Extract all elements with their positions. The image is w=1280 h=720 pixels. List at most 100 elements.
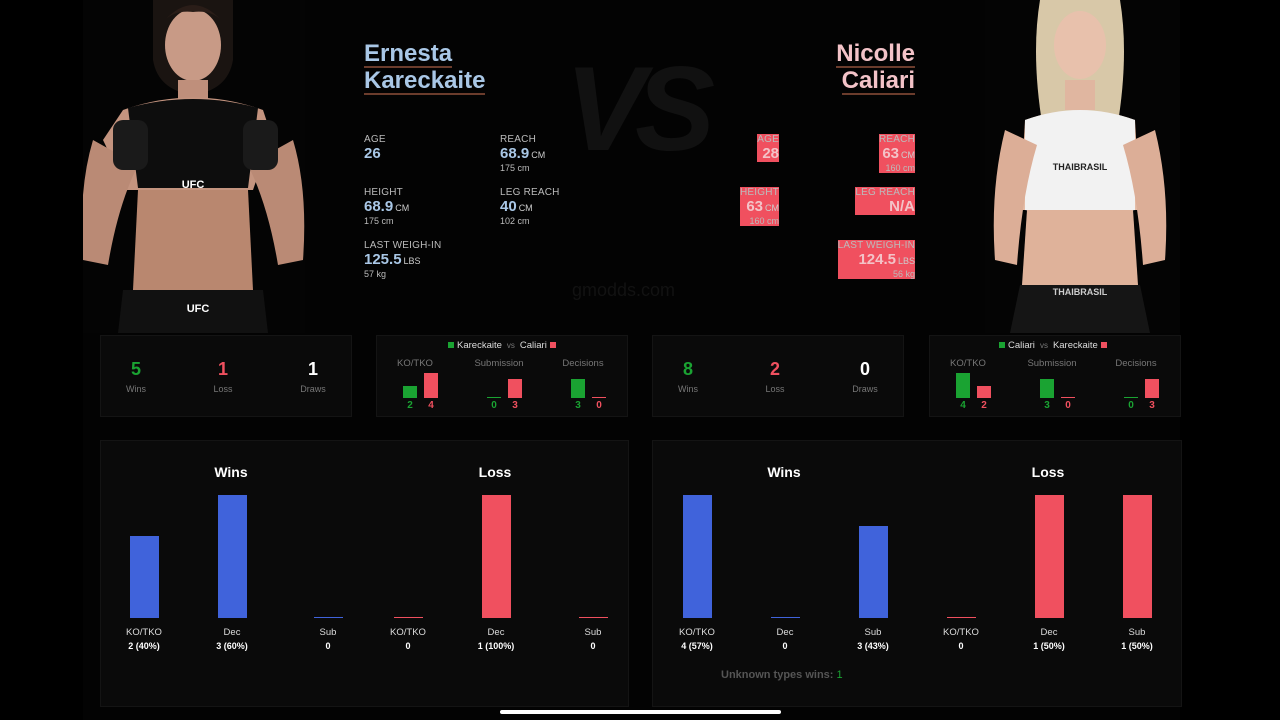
chart-x-label: KO/TKO xyxy=(679,627,715,638)
comparison-value-green: 0 xyxy=(491,400,497,411)
chart-x-label: Sub xyxy=(1128,627,1146,638)
chart-value-label: 3 (60%) xyxy=(216,641,248,651)
fighter-b-charts-panel xyxy=(652,440,1182,707)
comparison-group-label: Submission xyxy=(1027,358,1077,369)
fighter-a-record-card: 5 Wins 1 Loss 1 Draws xyxy=(100,335,352,417)
comparison-value-red: 0 xyxy=(596,400,602,411)
legend-red-swatch xyxy=(549,342,556,348)
comparison-bar-green xyxy=(1124,397,1138,398)
comparison-value-green: 0 xyxy=(1128,400,1134,411)
comparison-value-green: 2 xyxy=(407,400,413,411)
chart-x-label: Dec xyxy=(487,627,505,638)
fighter-b-last-name: Caliari xyxy=(841,67,915,95)
chart-value-label: 1 (100%) xyxy=(477,641,515,651)
chart-value-label: 0 xyxy=(325,641,331,651)
comparison-value-green: 3 xyxy=(575,400,581,411)
comparison-value-red: 0 xyxy=(1065,400,1071,411)
vs-watermark: VS xyxy=(565,42,715,176)
chart-bar xyxy=(1123,495,1152,618)
fighter-b-weigh-in: LAST WEIGH-IN 124.5 LBS 56 kg xyxy=(837,240,915,279)
fighter-a-first-name: Ernesta xyxy=(364,40,453,68)
unknown-wins: Unknown types wins: 1 xyxy=(721,669,843,681)
comparison-bar-red xyxy=(977,385,991,398)
chart-title: Wins xyxy=(767,464,801,480)
comparison-value-red: 3 xyxy=(512,400,518,411)
comparison-group-label: KO/TKO xyxy=(950,358,986,369)
comparison-bar-green xyxy=(1040,379,1054,398)
legend-green-swatch xyxy=(999,342,1005,348)
comparison-bar-red xyxy=(1061,397,1075,398)
fighter-b-draws: 0 Draws xyxy=(852,359,878,394)
fighter-a-charts-panel xyxy=(100,440,629,707)
fighter-b-reach: REACH 63 CM 160 cm xyxy=(878,134,915,173)
comparison-value-green: 3 xyxy=(1044,400,1050,411)
chart-bar xyxy=(1035,495,1064,618)
chart-value-label: 3 (43%) xyxy=(857,641,889,651)
chart-value-label: 0 xyxy=(590,641,596,651)
chart-x-label: Sub xyxy=(864,627,882,638)
fighter-a-draws: 1 Draws xyxy=(300,359,326,394)
chart-value-label: 0 xyxy=(782,641,788,651)
chart-value-label: 1 (50%) xyxy=(1121,641,1153,651)
fighter-a-age: AGE 26 xyxy=(364,134,386,162)
svg-text:UFC: UFC xyxy=(187,303,210,315)
fighter-a-last-name: Kareckaite xyxy=(364,67,486,95)
chart-bar xyxy=(683,495,712,618)
fighter-b-name: Nicolle Caliari xyxy=(836,41,915,95)
chart-bar xyxy=(859,525,888,618)
fighter-a-loss: 1 Loss xyxy=(213,359,233,394)
chart-value-label: 4 (57%) xyxy=(681,641,713,651)
comparison-group-label: Decisions xyxy=(562,358,604,369)
chart-bar xyxy=(130,536,159,618)
svg-text:THAIBRASIL: THAIBRASIL xyxy=(1053,287,1108,297)
fighter-b-first-name: Nicolle xyxy=(836,40,915,68)
chart-x-label: Sub xyxy=(584,627,602,638)
comparison-bar-green xyxy=(487,397,501,398)
comparison-a-legend: Kareckaite vs Caliari xyxy=(445,340,559,351)
home-indicator[interactable] xyxy=(500,710,781,714)
chart-x-label: Sub xyxy=(319,627,337,638)
comparison-value-green: 4 xyxy=(960,400,966,411)
comparison-value-red: 4 xyxy=(428,400,434,411)
comparison-value-red: 3 xyxy=(1149,400,1155,411)
chart-value-label: 0 xyxy=(405,641,411,651)
legend-green-swatch xyxy=(448,342,454,348)
fighter-a-leg-reach: LEG REACH 40 CM 102 cm xyxy=(500,187,560,226)
fighter-b-age: AGE 28 xyxy=(757,134,779,162)
chart-x-label: KO/TKO xyxy=(390,627,426,638)
chart-bar xyxy=(314,617,343,618)
fighter-b-height: HEIGHT 63 CM 160 cm xyxy=(740,187,779,226)
fighter-a-comparison-card: Kareckaite vs Caliari KO/TKO 2 4 Submission 0 3… xyxy=(376,335,628,417)
chart-x-label: KO/TKO xyxy=(126,627,162,638)
chart-bar xyxy=(218,495,247,618)
chart-title: Loss xyxy=(478,464,512,480)
fighter-a-height: HEIGHT 68.9 CM 175 cm xyxy=(364,187,410,226)
comparison-bar-red xyxy=(592,397,606,398)
fighter-b-record-card: 8 Wins 2 Loss 0 Draws xyxy=(652,335,904,417)
chart-bar xyxy=(394,617,423,618)
legend-red-swatch xyxy=(1100,342,1107,348)
comparison-value-red: 2 xyxy=(981,400,987,411)
chart-value-label: 1 (50%) xyxy=(1033,641,1065,651)
comparison-bar-green xyxy=(571,379,585,398)
chart-value-label: 0 xyxy=(958,641,964,651)
fighter-b-loss: 2 Loss xyxy=(765,359,785,394)
comparison-bar-red xyxy=(508,379,522,398)
fighter-b-leg-reach: LEG REACH N/A xyxy=(855,187,915,215)
chart-title: Wins xyxy=(214,464,248,480)
comparison-group-label: KO/TKO xyxy=(397,358,433,369)
comparison-group-label: Decisions xyxy=(1115,358,1157,369)
svg-text:THAIBRASIL: THAIBRASIL xyxy=(1053,162,1108,172)
chart-title: Loss xyxy=(1031,464,1065,480)
fighter-b-photo: THAIBRASIL THAIBRASIL xyxy=(985,0,1180,333)
comparison-bar-red xyxy=(1145,379,1159,398)
fighter-a-reach: REACH 68.9 CM 175 cm xyxy=(500,134,546,173)
fighter-a-weigh-in: LAST WEIGH-IN 125.5 LBS 57 kg xyxy=(364,240,442,279)
comparison-bar-red xyxy=(424,373,438,398)
fighter-a-photo: UFC UFC xyxy=(83,0,305,333)
chart-x-label: Dec xyxy=(1040,627,1058,638)
chart-bar xyxy=(482,495,511,618)
chart-x-label: KO/TKO xyxy=(943,627,979,638)
chart-x-label: Dec xyxy=(223,627,241,638)
svg-text:UFC: UFC xyxy=(182,179,205,191)
